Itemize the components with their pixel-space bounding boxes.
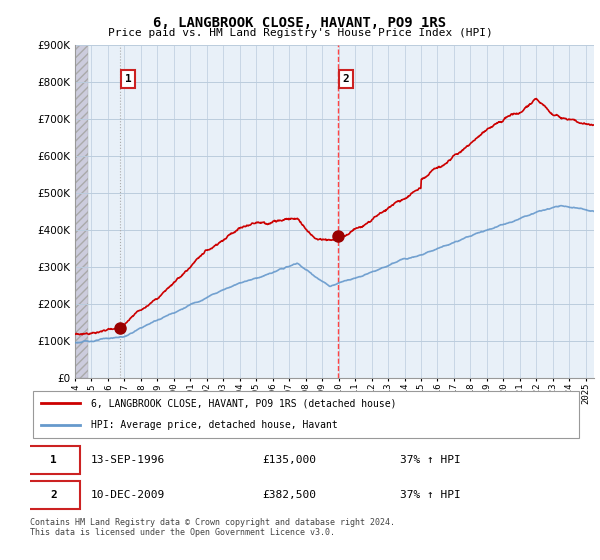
Text: Contains HM Land Registry data © Crown copyright and database right 2024.
This d: Contains HM Land Registry data © Crown c… — [30, 518, 395, 538]
Text: 10-DEC-2009: 10-DEC-2009 — [91, 490, 165, 500]
FancyBboxPatch shape — [27, 446, 80, 474]
Text: 37% ↑ HPI: 37% ↑ HPI — [400, 490, 461, 500]
Text: 6, LANGBROOK CLOSE, HAVANT, PO9 1RS (detached house): 6, LANGBROOK CLOSE, HAVANT, PO9 1RS (det… — [91, 398, 396, 408]
Text: 1: 1 — [50, 455, 57, 465]
Text: £382,500: £382,500 — [262, 490, 316, 500]
Text: 37% ↑ HPI: 37% ↑ HPI — [400, 455, 461, 465]
FancyBboxPatch shape — [33, 391, 579, 437]
Text: Price paid vs. HM Land Registry's House Price Index (HPI): Price paid vs. HM Land Registry's House … — [107, 28, 493, 38]
Text: 6, LANGBROOK CLOSE, HAVANT, PO9 1RS: 6, LANGBROOK CLOSE, HAVANT, PO9 1RS — [154, 16, 446, 30]
Text: 2: 2 — [343, 74, 349, 84]
FancyBboxPatch shape — [27, 481, 80, 509]
Text: HPI: Average price, detached house, Havant: HPI: Average price, detached house, Hava… — [91, 421, 337, 431]
Polygon shape — [75, 45, 86, 378]
Text: £135,000: £135,000 — [262, 455, 316, 465]
Text: 1: 1 — [125, 74, 131, 84]
Text: 13-SEP-1996: 13-SEP-1996 — [91, 455, 165, 465]
Text: 2: 2 — [50, 490, 57, 500]
